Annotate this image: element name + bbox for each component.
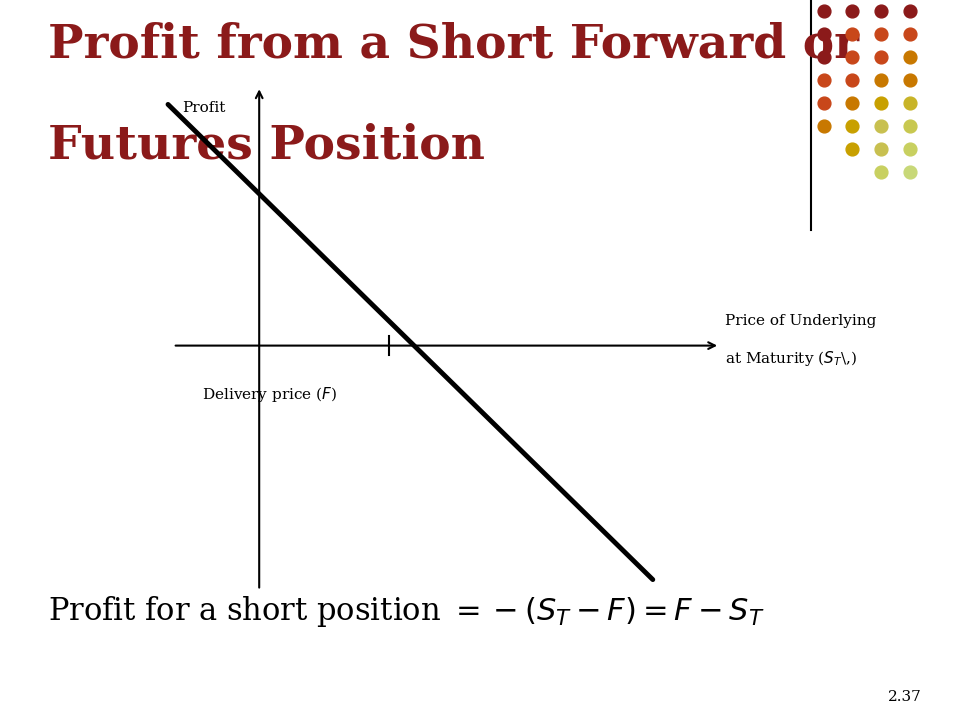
Point bbox=[874, 51, 889, 63]
Text: Futures Position: Futures Position bbox=[48, 122, 485, 168]
Point bbox=[816, 28, 831, 40]
Point bbox=[845, 5, 860, 17]
Point bbox=[902, 5, 918, 17]
Point bbox=[845, 28, 860, 40]
Point bbox=[902, 143, 918, 155]
Point bbox=[845, 51, 860, 63]
Point bbox=[874, 143, 889, 155]
Point bbox=[845, 143, 860, 155]
Point bbox=[902, 97, 918, 109]
Text: Profit: Profit bbox=[182, 102, 226, 115]
Point bbox=[816, 51, 831, 63]
Point bbox=[902, 120, 918, 132]
Point bbox=[874, 28, 889, 40]
Point bbox=[816, 5, 831, 17]
Point bbox=[902, 28, 918, 40]
Point bbox=[902, 166, 918, 178]
Text: at Maturity ($S_T$\,): at Maturity ($S_T$\,) bbox=[725, 349, 856, 368]
Point bbox=[816, 120, 831, 132]
Text: Profit from a Short Forward or: Profit from a Short Forward or bbox=[48, 22, 859, 68]
Text: 2.37: 2.37 bbox=[888, 690, 922, 704]
Point bbox=[816, 97, 831, 109]
Point bbox=[874, 166, 889, 178]
Point bbox=[874, 97, 889, 109]
Point bbox=[902, 74, 918, 86]
Point bbox=[902, 51, 918, 63]
Point bbox=[845, 120, 860, 132]
Text: Profit for a short position $= -(S_T - F) = F - S_T$: Profit for a short position $= -(S_T - F… bbox=[48, 594, 764, 629]
Point bbox=[874, 5, 889, 17]
Point bbox=[874, 74, 889, 86]
Point bbox=[845, 97, 860, 109]
Point bbox=[845, 74, 860, 86]
Point bbox=[816, 74, 831, 86]
Text: Price of Underlying: Price of Underlying bbox=[725, 314, 876, 328]
Point bbox=[874, 120, 889, 132]
Text: Delivery price ($\it{F}$): Delivery price ($\it{F}$) bbox=[202, 385, 337, 404]
